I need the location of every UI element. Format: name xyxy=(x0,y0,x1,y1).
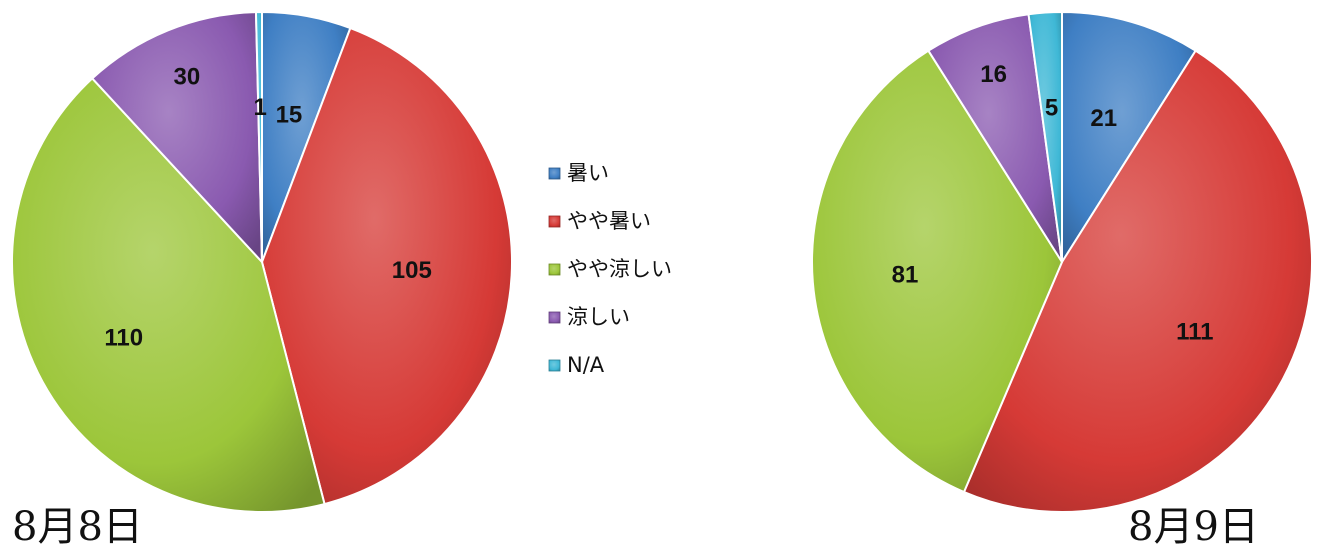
slice-value-label-cool: 30 xyxy=(174,64,201,91)
pie-slice-na xyxy=(1027,10,1063,263)
legend-swatch-somewhat-hot xyxy=(548,215,561,228)
slice-value-label-cool: 16 xyxy=(980,61,1007,88)
pie-slice-na xyxy=(254,10,263,263)
slice-value-label-somewhat-hot: 111 xyxy=(1176,319,1213,346)
pie-slice-somewhat-hot xyxy=(962,49,1313,513)
legend-label-na: N/A xyxy=(567,353,605,377)
pie-slice-somewhat-cool xyxy=(811,49,1064,494)
pie-slice-hot xyxy=(1061,10,1197,266)
slice-value-label-na: 1 xyxy=(253,94,266,121)
legend-label-somewhat-cool: やや涼しい xyxy=(567,257,672,281)
legend-label-somewhat-hot: やや暑い xyxy=(567,209,651,233)
slice-value-label-na: 5 xyxy=(1045,94,1058,121)
pie-slice-cool xyxy=(927,13,1063,263)
slice-value-label-somewhat-hot: 105 xyxy=(392,257,432,284)
legend-label-hot: 暑い xyxy=(567,161,609,185)
slice-value-label-hot: 21 xyxy=(1090,105,1117,132)
legend-label-cool: 涼しい xyxy=(567,305,630,329)
pie-caption-aug-8: 8月8日 xyxy=(12,504,143,550)
legend-swatch-hot xyxy=(548,167,561,180)
legend-swatch-na xyxy=(548,359,561,372)
slice-value-label-hot: 15 xyxy=(276,101,303,128)
pie-slice-somewhat-hot xyxy=(260,26,513,506)
pie-slice-cool xyxy=(90,11,264,265)
pie-chart-aug-8: 15 105 110 30 1 xyxy=(11,10,513,513)
legend-swatch-somewhat-cool xyxy=(548,263,561,276)
legend-swatch-cool xyxy=(548,311,561,324)
pie-slice-somewhat-cool xyxy=(11,77,326,513)
slice-value-label-somewhat-cool: 81 xyxy=(892,262,919,289)
pie-chart-aug-9: 21 111 81 16 5 xyxy=(811,10,1313,513)
pie-caption-aug-9: 8月9日 xyxy=(1128,504,1259,550)
slice-value-label-somewhat-cool: 110 xyxy=(104,324,143,351)
